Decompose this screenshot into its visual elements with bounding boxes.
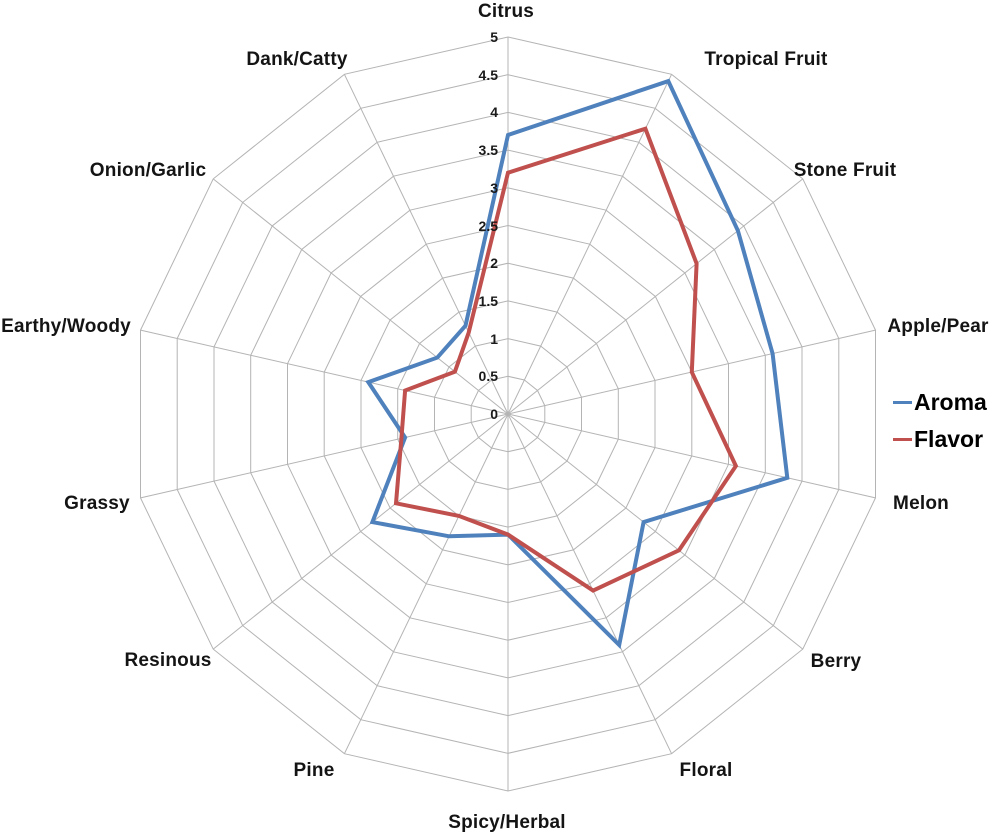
axis-spoke <box>140 413 509 499</box>
category-label-citrus: Citrus <box>477 1 535 22</box>
axis-spoke <box>507 178 804 415</box>
category-label-resinous: Resinous <box>124 650 212 671</box>
legend-label-aroma: Aroma <box>914 388 987 415</box>
legend: Aroma Flavor <box>893 387 987 461</box>
axis-spoke <box>507 413 876 499</box>
legend-item-aroma: Aroma <box>893 387 987 417</box>
category-label-spicy-herbal: Spicy/Herbal <box>448 812 566 833</box>
tick-label-5: 5 <box>490 29 498 45</box>
category-label-onion-garlic: Onion/Garlic <box>89 160 207 181</box>
category-label-grassy: Grassy <box>64 493 130 514</box>
axis-spoke <box>343 413 509 754</box>
axis-spoke <box>343 74 509 415</box>
axis-spoke <box>507 413 804 650</box>
axis-spoke <box>212 178 509 415</box>
flavor-line-swatch <box>893 437 912 441</box>
category-label-pine: Pine <box>293 760 335 781</box>
tick-label-3.5: 3.5 <box>478 142 498 159</box>
flavor-series-line <box>393 126 739 593</box>
category-label-berry: Berry <box>810 651 862 672</box>
legend-label-flavor: Flavor <box>914 425 984 452</box>
grid-lines <box>140 36 876 792</box>
category-label-tropical-fruit: Tropical Fruit <box>704 49 828 70</box>
category-label-dank-catty: Dank/Catty <box>246 49 348 70</box>
category-label-floral: Floral <box>679 760 733 781</box>
legend-item-flavor: Flavor <box>893 424 987 454</box>
category-label-stone-fruit: Stone Fruit <box>793 160 897 181</box>
tick-label-2: 2 <box>490 255 498 272</box>
category-label-melon: Melon <box>893 493 949 514</box>
tick-label-4.5: 4.5 <box>478 66 498 83</box>
axis-spoke <box>507 413 673 754</box>
axis-spoke <box>140 329 509 415</box>
category-label-earthy-woody: Earthy/Woody <box>1 316 131 337</box>
tick-label-1: 1 <box>490 330 498 347</box>
tick-label-3: 3 <box>490 179 498 196</box>
axis-spoke <box>212 413 509 650</box>
tick-label-0: 0 <box>490 406 498 422</box>
aroma-line-swatch <box>893 400 912 404</box>
tick-label-4: 4 <box>490 104 498 121</box>
tick-label-2.5: 2.5 <box>478 217 498 234</box>
category-label-apple-pear: Apple/Pear <box>887 316 989 337</box>
tick-label-1.5: 1.5 <box>478 292 498 309</box>
tick-label-0.5: 0.5 <box>478 368 498 385</box>
